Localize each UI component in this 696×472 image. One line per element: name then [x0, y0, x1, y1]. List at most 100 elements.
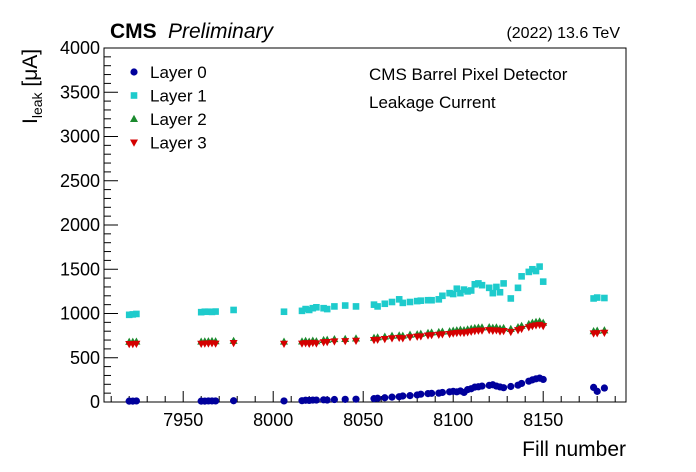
data-point: [518, 273, 525, 280]
data-point: [230, 306, 237, 314]
data-point: [417, 390, 425, 398]
data-point: [280, 340, 288, 348]
data-point: [438, 388, 446, 397]
y-axis-symbol: I: [19, 118, 42, 124]
data-point: [352, 337, 360, 345]
data-point: [539, 375, 547, 384]
y-tick-label: 500: [70, 348, 100, 368]
data-point: [532, 267, 540, 275]
series-layer-0: [125, 374, 609, 405]
data-point: [341, 395, 349, 403]
legend: Layer 0 Layer 1 Layer 2 Layer 3: [130, 63, 207, 153]
data-point: [593, 294, 601, 301]
data-point: [323, 396, 331, 404]
data-point: [506, 328, 515, 337]
data-point: [406, 334, 414, 342]
data-point: [374, 394, 382, 402]
data-point: [478, 281, 486, 289]
data-point: [205, 308, 212, 316]
data-point: [330, 338, 339, 346]
data-point: [380, 335, 389, 344]
data-point: [427, 332, 436, 340]
data-point: [493, 283, 500, 291]
data-point: [352, 303, 360, 310]
legend-marker-3: [130, 139, 138, 147]
data-point: [374, 303, 381, 310]
y-axis-subscript: leak: [29, 91, 45, 118]
data-point: [388, 393, 396, 401]
data-point: [312, 396, 320, 404]
data-point: [381, 300, 389, 308]
data-point: [133, 310, 140, 318]
data-point: [485, 284, 493, 292]
energy-label: (2022) 13.6 TeV: [506, 25, 620, 42]
data-point: [449, 290, 457, 298]
data-point: [439, 292, 446, 300]
x-tick-label: 8050: [343, 410, 383, 430]
y-tick-label: 3500: [60, 82, 100, 102]
series-layer-3: [125, 321, 609, 349]
data-point: [320, 304, 327, 312]
data-point: [399, 299, 407, 307]
data-point: [313, 304, 320, 311]
legend-marker-0: [130, 68, 138, 76]
y-tick-label: 1000: [60, 304, 100, 324]
data-point: [518, 379, 526, 388]
data-point: [312, 340, 321, 348]
data-point: [446, 289, 453, 297]
annotation-detector: CMS Barrel Pixel Detector: [369, 65, 568, 84]
cms-label: CMS: [110, 20, 157, 43]
data-point: [600, 384, 609, 392]
data-points: [125, 263, 609, 405]
x-axis-title: Fill number: [522, 438, 626, 461]
data-point: [514, 284, 522, 292]
data-point: [323, 305, 331, 313]
data-point: [330, 395, 338, 404]
data-point: [424, 296, 432, 304]
y-axis-unit: [μA]: [19, 49, 42, 93]
x-tick-label: 8100: [433, 410, 473, 430]
data-point: [489, 289, 497, 297]
data-point: [460, 286, 468, 293]
data-point: [370, 301, 378, 308]
y-tick-label: 3000: [60, 127, 100, 147]
data-point: [129, 311, 137, 318]
data-point: [406, 298, 414, 306]
data-point: [496, 288, 504, 296]
data-point: [435, 296, 443, 303]
data-point: [453, 285, 461, 293]
data-point: [398, 335, 407, 343]
data-point: [388, 298, 396, 306]
data-point: [201, 308, 209, 316]
y-tick-label: 2500: [60, 171, 100, 191]
y-tick-label: 2000: [60, 215, 100, 235]
data-point: [212, 308, 219, 315]
data-point: [500, 384, 508, 392]
data-point: [230, 397, 238, 405]
data-point: [309, 304, 317, 312]
data-point: [593, 330, 602, 338]
data-point: [500, 280, 507, 287]
legend-label-3: Layer 3: [150, 134, 207, 153]
legend-marker-1: [130, 92, 138, 99]
data-point: [464, 288, 471, 295]
legend-label-0: Layer 0: [150, 63, 207, 82]
data-point: [428, 296, 435, 304]
data-point: [280, 308, 288, 316]
data-point: [416, 333, 425, 341]
data-point: [499, 328, 508, 336]
data-point: [539, 278, 547, 285]
data-point: [399, 392, 407, 400]
data-point: [413, 297, 421, 305]
data-point: [478, 382, 486, 390]
data-point: [417, 297, 425, 304]
data-point: [280, 397, 288, 405]
data-point: [539, 323, 548, 331]
data-point: [507, 382, 515, 391]
data-point: [388, 335, 396, 343]
data-point: [536, 263, 543, 270]
data-point: [229, 340, 238, 348]
data-point: [132, 397, 140, 405]
data-point: [323, 338, 332, 347]
